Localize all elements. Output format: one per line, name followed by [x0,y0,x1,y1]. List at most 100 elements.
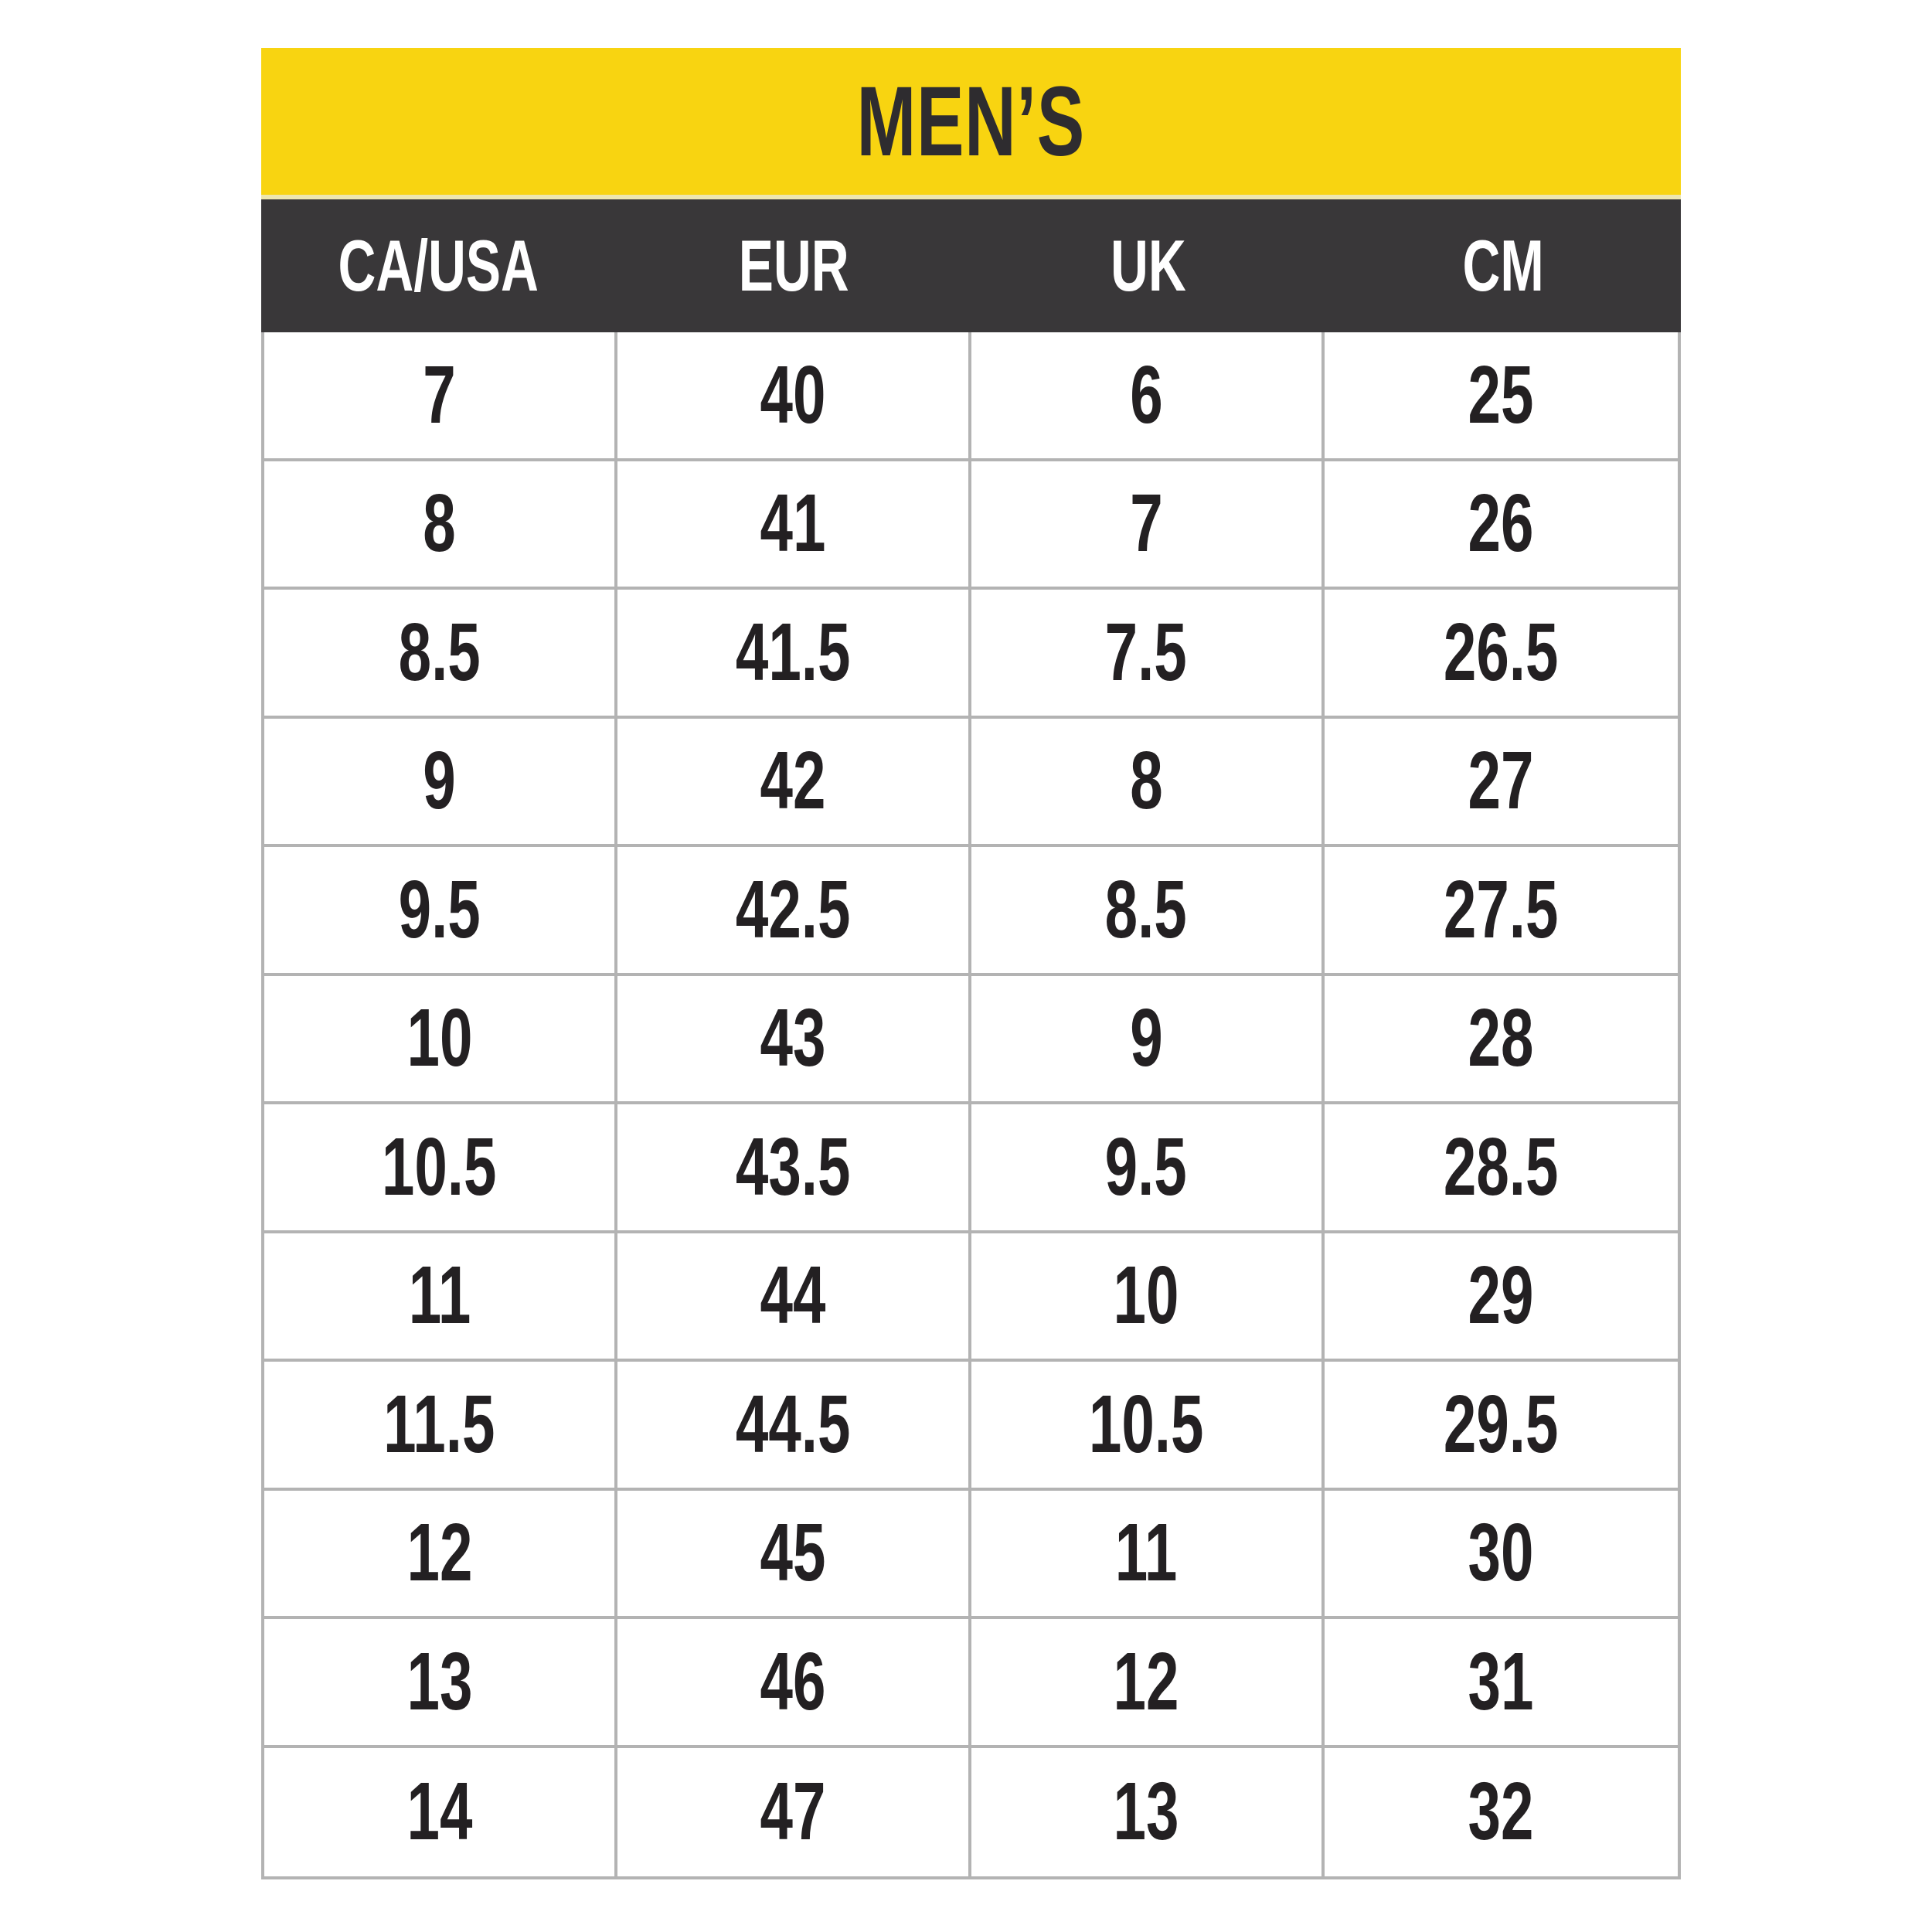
table-cell: 11.5 [264,1362,618,1491]
table-cell: 14 [264,1747,618,1876]
table-cell-value: 12 [1113,1635,1179,1727]
table-cell-value: 13 [1113,1766,1179,1858]
table-cell-value: 29 [1468,1250,1534,1342]
chart-title-banner: MEN’S [261,48,1681,195]
table-cell-value: 26.5 [1444,606,1559,698]
table-cell-value: 12 [406,1507,473,1599]
table-cell-value: 9 [423,735,456,827]
table-cell: 29.5 [1324,1362,1678,1491]
table-cell-value: 9.5 [1105,1121,1188,1213]
table-cell: 11 [971,1490,1325,1619]
table-cell-value: 29.5 [1444,1378,1559,1470]
table-cell: 8.5 [971,847,1325,976]
table-cell-value: 13 [406,1635,473,1727]
table-cell: 8 [971,718,1325,847]
table-cell: 40 [617,332,971,461]
table-cell: 10.5 [264,1104,618,1233]
table-cell: 44.5 [617,1362,971,1491]
table-cell: 9 [971,975,1325,1104]
table-cell-value: 10 [406,992,473,1084]
table-cell: 12 [971,1619,1325,1748]
table-header-row: CA/USA EUR UK CM [261,199,1681,332]
table-cell-value: 42 [760,735,826,827]
table-cell: 43.5 [617,1104,971,1233]
table-cell: 13 [264,1619,618,1748]
table-cell-value: 11.5 [383,1378,495,1470]
table-cell: 13 [971,1747,1325,1876]
table-cell: 29 [1324,1233,1678,1362]
table-cell: 10 [971,1233,1325,1362]
mens-size-chart: MEN’S CA/USA EUR UK CM 7 40 6 25 8 41 7 26 8.5 41.5 7… [261,48,1681,1879]
table-cell-value: 43.5 [735,1121,851,1213]
table-cell: 10 [264,975,618,1104]
table-cell: 11 [264,1233,618,1362]
column-header-label: CM [1462,225,1545,306]
table-cell-value: 8 [1129,735,1163,827]
table-cell-value: 7 [1129,478,1163,570]
table-cell: 9.5 [264,847,618,976]
table-cell-value: 27.5 [1444,863,1559,955]
table-cell-value: 7 [423,349,456,440]
table-cell-value: 30 [1468,1507,1534,1599]
table-cell: 26 [1324,461,1678,590]
table-cell: 7.5 [971,590,1325,719]
table-cell-value: 26 [1468,478,1534,570]
table-cell: 41 [617,461,971,590]
table-cell-value: 10.5 [1088,1378,1204,1470]
table-cell: 12 [264,1490,618,1619]
table-cell-value: 45 [760,1507,826,1599]
column-header: EUR [616,224,971,308]
table-cell: 6 [971,332,1325,461]
table-cell-value: 8.5 [1105,863,1188,955]
table-cell-value: 27 [1468,735,1534,827]
table-cell-value: 42.5 [735,863,851,955]
table-cell-value: 47 [760,1766,826,1858]
table-cell-value: 9 [1129,992,1163,1084]
table-cell: 8.5 [264,590,618,719]
table-cell-value: 6 [1129,349,1163,440]
table-cell-value: 28.5 [1444,1121,1559,1213]
table-cell-value: 43 [760,992,826,1084]
table-cell: 32 [1325,1748,1678,1877]
table-cell: 9.5 [971,1104,1325,1233]
table-cell: 30 [1324,1491,1678,1619]
table-cell-value: 44.5 [735,1378,851,1470]
column-header-label: UK [1111,225,1187,306]
table-cell: 28 [1324,976,1678,1104]
table-cell: 10.5 [971,1362,1325,1491]
column-header-label: EUR [738,225,849,306]
table-cell: 28.5 [1324,1104,1678,1233]
table-cell: 26.5 [1324,590,1678,719]
table-cell-value: 11 [1114,1507,1178,1599]
table-cell: 7 [971,461,1325,590]
column-header: CA/USA [261,224,616,308]
chart-title: MEN’S [856,66,1086,177]
table-cell-value: 44 [760,1250,826,1342]
table-cell: 9 [264,718,618,847]
banner-divider [261,195,1681,199]
table-cell: 45 [617,1490,971,1619]
table-cell: 27 [1324,719,1678,847]
table-cell: 43 [617,975,971,1104]
table-cell: 7 [264,332,618,461]
table-cell-value: 7.5 [1105,606,1188,698]
table-cell-value: 31 [1468,1635,1534,1727]
table-cell-value: 11 [408,1250,471,1342]
table-cell-value: 25 [1468,349,1534,440]
table-cell-value: 46 [760,1635,826,1727]
table-cell-value: 32 [1468,1766,1534,1858]
column-header: UK [971,224,1326,308]
table-cell: 25 [1324,332,1678,461]
table-cell: 47 [617,1747,971,1876]
column-header-label: CA/USA [338,225,539,306]
column-header: CM [1326,224,1681,308]
table-cell: 44 [617,1233,971,1362]
table-cell: 46 [617,1619,971,1748]
table-cell-value: 41.5 [735,606,851,698]
table-cell: 42 [617,718,971,847]
table-cell-value: 8.5 [398,606,481,698]
size-table-body: 7 40 6 25 8 41 7 26 8.5 41.5 7.5 26.5 9 42 8 27 9.5 42.5 8… [261,332,1681,1879]
table-cell-value: 41 [760,478,826,570]
table-cell-value: 8 [423,478,456,570]
table-cell-value: 40 [760,349,826,440]
